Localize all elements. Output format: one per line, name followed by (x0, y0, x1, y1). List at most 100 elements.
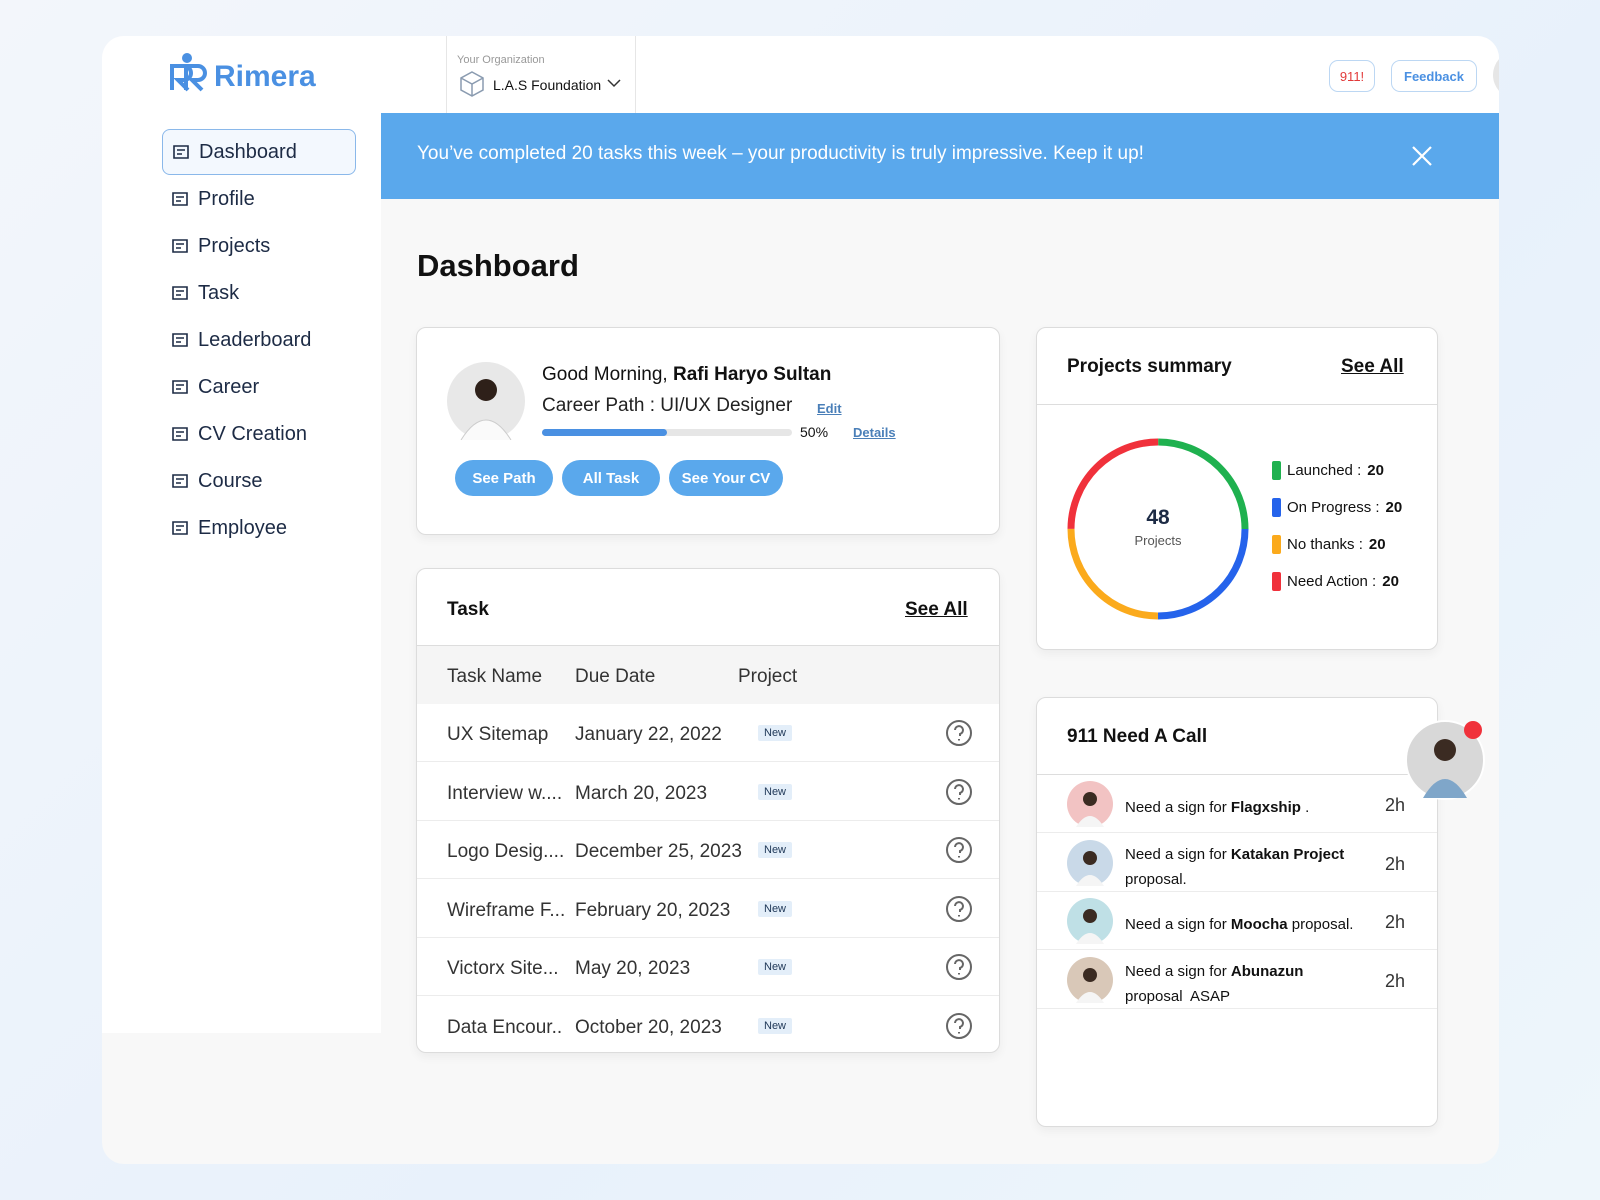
column-header: Project (738, 666, 798, 687)
icon-shape (954, 959, 964, 975)
avatar-head (1083, 909, 1097, 923)
help-icon[interactable] (945, 895, 973, 923)
icon-shape (946, 778, 972, 805)
help-icon[interactable] (945, 953, 973, 981)
donut-total: 48 (1146, 506, 1170, 529)
due-date: May 20, 2023 (575, 958, 691, 979)
legend-label: No thanks : (1287, 536, 1363, 553)
task-row[interactable]: Wireframe F... February 20, 2023 New (417, 880, 999, 938)
details-link[interactable]: Details (853, 425, 896, 440)
call-time: 2h (1385, 795, 1406, 815)
help-icon[interactable] (945, 719, 973, 747)
column-header: Due Date (575, 666, 656, 687)
notification-banner: You’ve completed 20 tasks this week – yo… (381, 113, 1499, 199)
org-name: L.A.S Foundation (493, 77, 602, 93)
avatar-head (1083, 967, 1097, 982)
nav-item[interactable]: CV Creation (162, 411, 356, 457)
projects-card: Projects summary See All 48 Projects Lau… (1036, 327, 1438, 650)
nav-item[interactable]: Task (162, 270, 356, 316)
task-name: UX Sitemap (447, 724, 549, 745)
call-project: Moocha (1230, 916, 1288, 933)
legend-swatch (1272, 572, 1281, 591)
help-icon[interactable] (945, 1012, 973, 1040)
avatar-body (1076, 933, 1104, 944)
avatar-head (1083, 850, 1097, 865)
career-path: Career Path : UI/UX Designer (542, 395, 793, 416)
page-title: Dashboard (417, 248, 579, 283)
project-badge: New (758, 842, 793, 858)
icon-shape (954, 900, 964, 916)
caller-avatar (1067, 781, 1113, 827)
task-row[interactable]: UX Sitemap January 22, 2022 New (417, 704, 999, 762)
nav-item[interactable]: Profile (162, 176, 356, 222)
nav-item[interactable]: Dashboard (162, 129, 356, 175)
nav-icon (172, 380, 188, 394)
nav-item[interactable]: Leaderboard (162, 317, 356, 363)
icon-shape (954, 842, 964, 858)
call-item[interactable]: Need a sign for Flagxship . 2h (1037, 775, 1437, 833)
task-row[interactable]: Victorx Site... May 20, 2023 New (417, 938, 999, 996)
call-text-after: . (1305, 799, 1310, 816)
help-icon[interactable] (945, 778, 973, 806)
icon-shape (946, 1012, 972, 1039)
task-row[interactable]: Data Encour.. October 20, 2023 New (417, 997, 999, 1053)
nav-icon (172, 239, 188, 253)
due-date: December 25, 2023 (575, 841, 742, 862)
nav-icon (172, 521, 188, 535)
due-date: February 20, 2023 (575, 899, 731, 921)
legend-swatch (1272, 461, 1281, 480)
app-frame: Rimera Dashboard Profile Projects Task Leade… (102, 36, 1499, 1164)
call-item[interactable]: Need a sign for Abunazun proposal ASAP 2h (1037, 951, 1437, 1009)
call-item[interactable]: Need a sign for Katakan Project proposal… (1037, 834, 1437, 892)
task-row[interactable]: Interview w.... March 20, 2023 New (417, 763, 999, 821)
due-date: October 20, 2023 (575, 1016, 722, 1038)
feedback-button[interactable]: Feedback (1391, 60, 1477, 92)
nav-label: CV Creation (198, 422, 307, 445)
due-date: January 22, 2022 (575, 724, 722, 745)
call-text-after: proposal ASAP (1125, 987, 1231, 1005)
donut-chart (1067, 438, 1249, 620)
call-time: 2h (1385, 970, 1406, 991)
donut-caption: Projects (1134, 533, 1182, 548)
brand: Rimera (214, 60, 316, 93)
see-all-link[interactable]: See All (905, 599, 968, 620)
see-all-link[interactable]: See All (1341, 356, 1404, 377)
org-icon (460, 71, 484, 97)
see-cv-button[interactable]: See Your CV (669, 460, 783, 496)
task-name: Wireframe F... (447, 899, 566, 921)
icon-shape (172, 521, 188, 535)
edit-link[interactable]: Edit (817, 401, 842, 416)
legend-value: 20 (1367, 462, 1384, 479)
header: Your Organization L.A.S Foundation 911! … (381, 36, 1499, 113)
sidebar: Rimera Dashboard Profile Projects Task Leade… (102, 36, 381, 1033)
project-badge: New (758, 1017, 793, 1034)
call-text: Need a sign for Moocha proposal. (1125, 912, 1370, 937)
all-task-button[interactable]: All Task (562, 460, 660, 496)
nav-icon (173, 145, 189, 159)
avatar-body (1076, 874, 1104, 886)
task-name: Interview w.... (447, 782, 563, 804)
nav-item[interactable]: Career (162, 364, 356, 410)
caller-avatar[interactable] (1405, 716, 1491, 802)
close-icon[interactable] (1411, 145, 1433, 167)
see-path-button[interactable]: See Path (455, 460, 553, 496)
icon-shape (172, 333, 188, 347)
donut-segment (1067, 438, 1249, 620)
nav-item[interactable]: Course (162, 458, 356, 504)
caller-avatar (1067, 956, 1113, 1003)
user-avatar[interactable] (1493, 51, 1499, 99)
call-item[interactable]: Need a sign for Moocha proposal. 2h (1037, 892, 1437, 950)
call-text-after: proposal. (1125, 870, 1187, 888)
icon-shape (172, 380, 188, 394)
caller-avatar (1067, 839, 1113, 886)
task-row[interactable]: Logo Desig.... December 25, 2023 New (417, 821, 999, 879)
emergency-button[interactable]: 911! (1329, 60, 1375, 92)
help-icon[interactable] (945, 836, 973, 864)
call-card: 911 Need A Call Need a sign for Flagxshi… (1036, 697, 1438, 1127)
org-switcher[interactable]: Your Organization L.A.S Foundation (446, 36, 636, 113)
icon-shape (946, 895, 972, 922)
icon-shape (954, 725, 964, 741)
logo-icon (170, 53, 207, 92)
nav-item[interactable]: Projects (162, 223, 356, 269)
nav-item[interactable]: Employee (162, 505, 356, 551)
